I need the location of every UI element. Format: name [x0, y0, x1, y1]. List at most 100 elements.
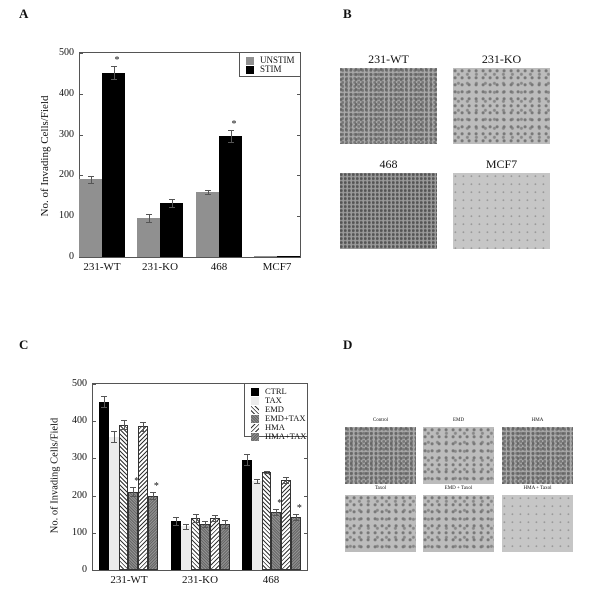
error-cap	[87, 176, 94, 178]
y-tick-mark	[92, 495, 96, 497]
error-bar	[215, 515, 217, 521]
error-bar	[205, 521, 207, 528]
error-cap	[100, 407, 107, 409]
chart-c-plot-area	[92, 383, 308, 571]
error-cap	[130, 496, 137, 498]
error-cap	[292, 514, 299, 516]
bar-unstim-mcf7	[254, 256, 277, 257]
y-tick-mark	[92, 532, 96, 534]
error-bar	[195, 514, 197, 522]
error-cap	[140, 421, 147, 423]
error-cap	[130, 487, 137, 489]
error-cap	[253, 482, 260, 484]
y-tick-mark	[92, 458, 96, 460]
error-cap	[221, 520, 228, 522]
micrograph-label-emd-taxol: EMD + Taxol	[444, 486, 473, 491]
micrograph-label-hma: HMA	[531, 418, 544, 423]
legend-label-tax: TAX	[265, 395, 282, 405]
error-cap	[243, 454, 250, 456]
legend-swatch-emd	[251, 405, 259, 414]
micrograph-label-hma-taxol: HMA + Taxol	[523, 486, 552, 491]
bar-ctrl-231-ko	[171, 520, 181, 570]
micrograph-image-231-ko	[453, 68, 550, 144]
bar-hma-231-wt	[138, 426, 148, 570]
x-tick-label: MCF7	[262, 261, 292, 273]
bar-stim-mcf7	[277, 255, 300, 257]
legend-item-ctrl: CTRL	[245, 387, 307, 396]
significance-asterisk: *	[231, 119, 237, 131]
error-cap	[100, 396, 107, 398]
error-cap	[212, 520, 219, 522]
error-cap	[182, 529, 189, 531]
y-tick-label: 400	[59, 87, 74, 99]
x-tick-label: 468	[210, 261, 228, 273]
bar-unstim-231-wt	[79, 179, 102, 257]
error-bar	[143, 421, 145, 432]
error-cap	[182, 523, 189, 525]
x-tick-label: 231-WT	[83, 261, 121, 273]
chart-c-legend: CTRL TAX EMD EMD+TAX HMA HMA+TAX	[244, 383, 308, 441]
error-bar	[286, 476, 288, 483]
error-cap	[204, 193, 211, 195]
chart-a-legend: UNSTIM STIM	[239, 52, 301, 77]
error-bar	[266, 470, 268, 473]
y-tick-mark	[79, 93, 83, 95]
error-cap	[120, 420, 127, 422]
y-tick-mark-right	[304, 532, 308, 534]
chart-c-y-axis-label: No. of Invading Cells/Field	[49, 417, 61, 534]
micrograph-image-231-wt	[340, 68, 437, 144]
bar-stim-231-wt	[102, 72, 125, 257]
bar-tax-231-ko	[180, 526, 191, 570]
micrograph-label-taxol: Taxol	[374, 486, 387, 491]
bar-emd-tax-468	[271, 512, 282, 570]
y-tick-label: 500	[59, 47, 74, 58]
error-bar	[276, 509, 278, 516]
error-bar	[113, 66, 115, 79]
bar-hma-468	[281, 479, 291, 570]
error-cap	[87, 182, 94, 184]
error-bar	[90, 176, 92, 183]
legend-label-emd: EMD	[265, 404, 284, 414]
micrograph-image-mcf7	[453, 173, 550, 249]
y-tick-label: 100	[72, 526, 87, 538]
micrograph-label-468: 468	[379, 157, 398, 171]
chart-a-y-axis-label: No. of Invading Cells/Field	[39, 95, 51, 217]
bar-hma-tax-231-wt	[148, 495, 158, 570]
error-bar	[123, 420, 125, 430]
legend-swatch-unstim	[246, 56, 254, 65]
error-cap	[110, 78, 117, 80]
bar-tax-468	[251, 480, 262, 570]
error-cap	[227, 141, 234, 143]
bar-emd-tax-231-ko	[200, 524, 211, 570]
y-tick-label: 0	[82, 564, 87, 575]
legend-item-stim: STIM	[240, 65, 300, 74]
micrograph-label-emd: EMD	[452, 418, 465, 423]
legend-item-emd-tax: EMD+TAX	[245, 414, 307, 423]
legend-label-unstim: UNSTIM	[260, 55, 295, 65]
bar-ctrl-231-wt	[99, 401, 109, 570]
panel-letter-b: B	[343, 6, 352, 21]
error-cap	[192, 521, 199, 523]
legend-item-unstim: UNSTIM	[240, 56, 300, 65]
micrograph-image-taxol	[345, 495, 416, 552]
error-cap	[110, 431, 117, 433]
y-tick-label: 400	[72, 415, 87, 427]
y-tick-label: 100	[59, 210, 74, 222]
chart-a-plot-area	[79, 52, 301, 258]
y-tick-mark	[92, 421, 96, 423]
micrograph-label-control: Control	[372, 418, 389, 423]
bar-hma-231-ko	[210, 517, 220, 570]
bar-unstim-468	[196, 191, 219, 257]
y-tick-label: 500	[72, 378, 87, 389]
micrograph-image-emd	[423, 427, 494, 484]
y-tick-label: 300	[59, 128, 74, 140]
bar-emd-231-ko	[190, 517, 201, 570]
error-cap	[149, 491, 156, 493]
y-tick-mark-right	[297, 216, 301, 218]
bar-emd-231-wt	[118, 424, 129, 570]
error-cap	[192, 514, 199, 516]
error-cap	[140, 431, 147, 433]
error-bar	[295, 514, 297, 521]
y-tick-mark	[79, 134, 83, 136]
error-cap	[145, 214, 152, 216]
